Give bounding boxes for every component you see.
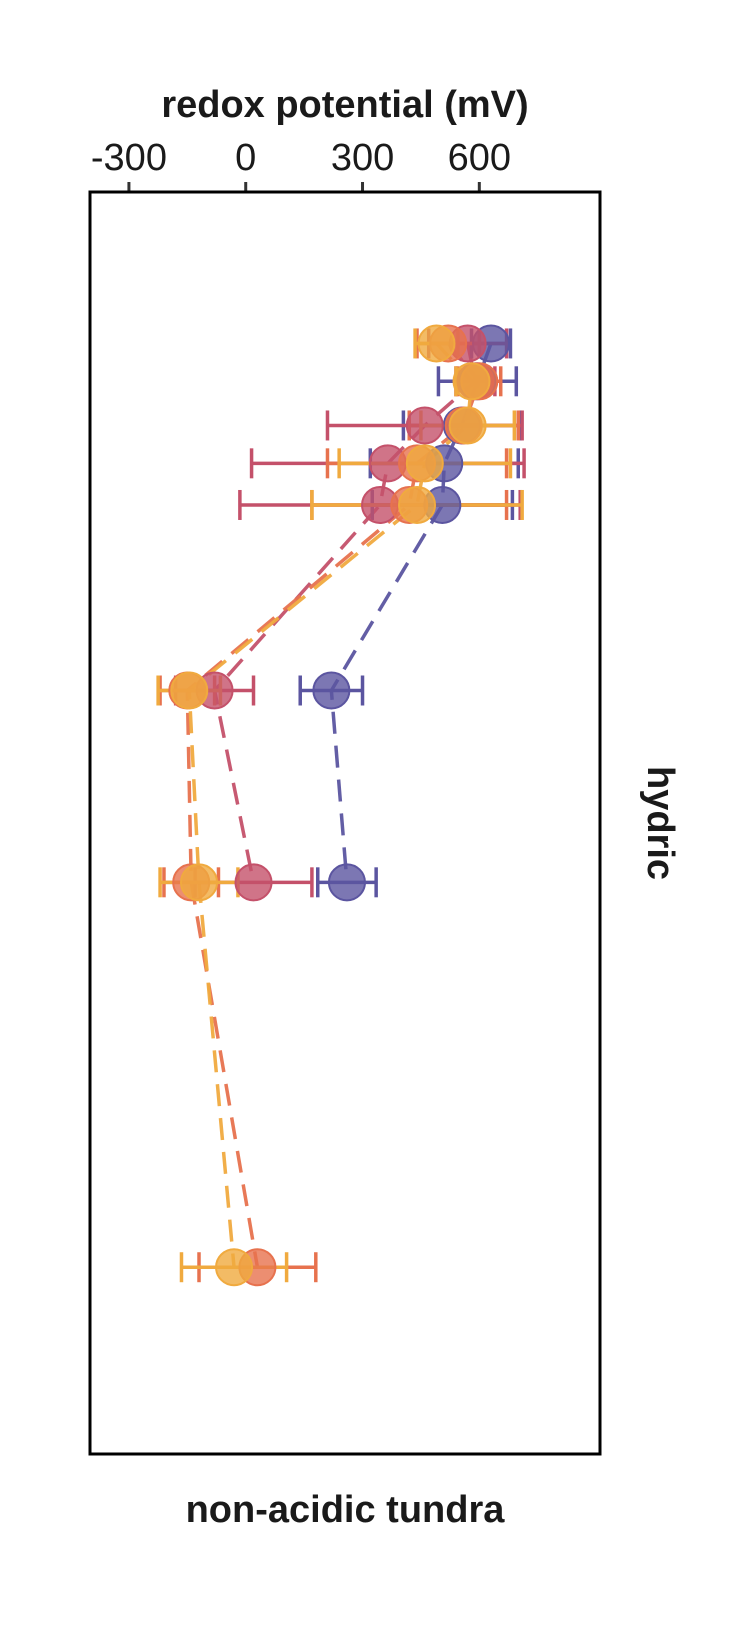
data-point-series-4 (170, 671, 209, 710)
data-point-series-4 (417, 324, 456, 363)
x-tick-label: 0 (235, 137, 256, 179)
data-point-series-4 (215, 1248, 254, 1287)
data-point-series-4 (452, 362, 491, 401)
data-point-series-1 (312, 671, 351, 710)
x-tick-label: 300 (331, 137, 394, 179)
series-line-4 (187, 342, 474, 1268)
data-point-series-4 (398, 485, 437, 524)
x-axis-ticks: -300 0 300 600 (91, 137, 511, 192)
x-axis-title: redox potential (mV) (161, 84, 528, 126)
x-tick-label: 600 (448, 137, 511, 179)
plot-frame (88, 190, 602, 1456)
data-point-series-2 (405, 406, 444, 445)
data-point-series-1 (327, 863, 366, 902)
bottom-label: non-acidic tundra (186, 1489, 506, 1531)
facet-label: hydric (639, 766, 681, 880)
series-line-3 (185, 342, 482, 1268)
data-point-series-2 (234, 863, 273, 902)
plot-area (156, 324, 526, 1287)
data-point-series-4 (405, 444, 444, 483)
x-tick-label: -300 (91, 137, 167, 179)
data-point-series-4 (180, 863, 219, 902)
data-point-series-4 (448, 406, 487, 445)
